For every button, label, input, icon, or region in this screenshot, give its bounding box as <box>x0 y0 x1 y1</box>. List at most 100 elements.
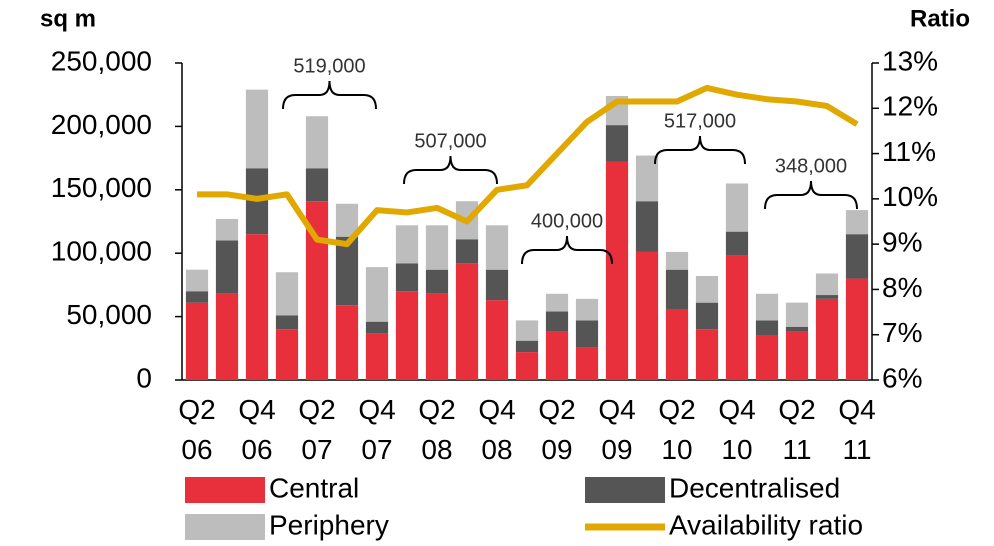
legend-swatch <box>185 477 265 503</box>
y-tick-label: 100,000 <box>51 236 152 267</box>
bar-segment <box>665 269 689 309</box>
bar-segment <box>305 116 329 169</box>
bar-segment <box>515 352 539 380</box>
y2-tick-label: 9% <box>882 227 922 258</box>
legend-label: Periphery <box>269 509 389 540</box>
y2-tick-label: 10% <box>882 181 938 212</box>
x-tick-label: Q4 10 <box>718 394 755 465</box>
y-tick-label: 200,000 <box>51 109 152 140</box>
bar-segment <box>335 305 359 380</box>
annotation: 507,000 <box>414 130 486 152</box>
bar-segment <box>695 276 719 303</box>
bar-segment <box>245 234 269 380</box>
bar-segment <box>395 225 419 264</box>
bar-segment <box>695 329 719 380</box>
bar-segment <box>275 272 299 316</box>
bar-segment <box>215 293 239 380</box>
bar-segment <box>185 269 209 292</box>
brace <box>521 235 613 265</box>
x-tick-label: Q4 07 <box>358 394 395 465</box>
bar-segment <box>845 210 869 235</box>
x-tick-label: Q4 11 <box>838 394 875 465</box>
bar-segment <box>575 347 599 380</box>
bar-segment <box>395 263 419 292</box>
y-tick-label: 50,000 <box>66 299 152 330</box>
x-tick-label: Q2 07 <box>298 394 335 465</box>
bar-segment <box>455 239 479 264</box>
bar-segment <box>185 302 209 380</box>
bar-segment <box>575 320 599 348</box>
bar-segment <box>305 201 329 380</box>
y2-tick-label: 13% <box>882 45 938 76</box>
bar-segment <box>185 291 209 303</box>
bar-segment <box>755 335 779 380</box>
bar-segment <box>785 302 809 327</box>
bar-segment <box>635 155 659 202</box>
bar-segment <box>605 125 629 162</box>
bar-segment <box>335 203 359 237</box>
bar-segment <box>725 231 749 256</box>
brace <box>282 80 377 110</box>
bar-segment <box>395 291 419 380</box>
brace <box>403 155 498 185</box>
legend-swatch <box>585 477 665 503</box>
y-axis-label: sq m <box>40 5 96 32</box>
bar-segment <box>545 311 569 332</box>
bar-segment <box>635 201 659 252</box>
bar-segment <box>425 225 449 270</box>
annotation: 348,000 <box>775 155 847 177</box>
bar-segment <box>755 320 779 336</box>
y2-tick-label: 8% <box>882 272 922 303</box>
bar-segment <box>425 269 449 294</box>
brace <box>764 180 858 210</box>
bar-segment <box>515 320 539 341</box>
bar-segment <box>815 298 839 380</box>
x-tick-label: Q2 10 <box>658 394 695 465</box>
y-tick-label: 250,000 <box>51 45 152 76</box>
bar-segment <box>485 300 509 380</box>
bar-segment <box>275 329 299 380</box>
y-tick-label: 150,000 <box>51 172 152 203</box>
x-tick-label: Q4 09 <box>598 394 635 465</box>
bar-segment <box>845 234 869 279</box>
bar-segment <box>425 293 449 380</box>
bar-segment <box>815 295 839 299</box>
bar-segment <box>815 273 839 296</box>
bar-segment <box>485 269 509 301</box>
bar-segment <box>695 302 719 330</box>
bar-segment <box>485 225 509 270</box>
bar-segment <box>515 340 539 353</box>
bar-segment <box>845 278 869 380</box>
x-tick-label: Q4 06 <box>238 394 275 465</box>
legend-swatch <box>185 514 265 540</box>
bar-segment <box>305 168 329 202</box>
bar-segment <box>725 183 749 232</box>
x-tick-label: Q2 11 <box>778 394 815 465</box>
bar-segment <box>275 315 299 330</box>
bar-segment <box>785 326 809 332</box>
bar-segment <box>245 89 269 169</box>
annotation: 400,000 <box>531 210 603 232</box>
bar-segment <box>635 251 659 380</box>
bar-segment <box>785 331 809 380</box>
legend-label: Availability ratio <box>669 509 863 540</box>
annotation: 517,000 <box>664 110 736 132</box>
bar-segment <box>545 331 569 380</box>
bar-segment <box>545 293 569 312</box>
bar-segment <box>665 308 689 380</box>
bar-segment <box>215 240 239 294</box>
y2-tick-label: 7% <box>882 317 922 348</box>
y2-tick-label: 11% <box>882 136 936 167</box>
y-tick-label: 0 <box>136 362 152 393</box>
bar-segment <box>725 255 749 380</box>
x-tick-label: Q2 09 <box>538 394 575 465</box>
bar-segment <box>365 333 389 380</box>
bar-segment <box>575 298 599 321</box>
bar-segment <box>605 161 629 380</box>
y2-tick-label: 6% <box>882 362 922 393</box>
bar-segment <box>335 236 359 306</box>
legend-label: Decentralised <box>669 472 840 503</box>
line <box>197 84 859 248</box>
bar-segment <box>365 267 389 322</box>
